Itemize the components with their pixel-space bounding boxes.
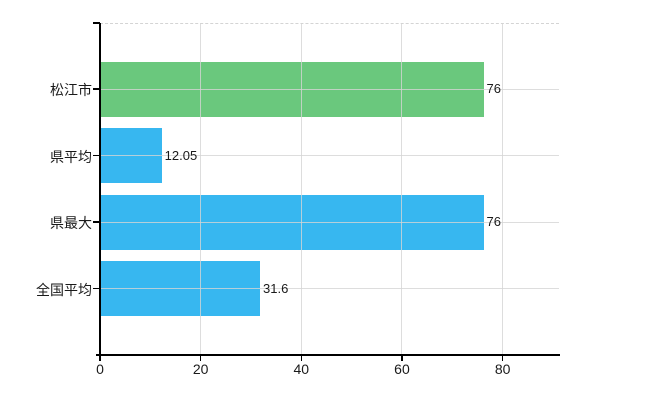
bar-value-label: 12.05 (164, 147, 198, 163)
y-axis-tick (93, 287, 100, 290)
x-axis-tick (99, 356, 101, 361)
horizontal-gridline (100, 88, 559, 90)
x-axis-tick-label: 20 (192, 361, 209, 377)
bar-value-label: 31.6 (263, 280, 289, 296)
x-axis-line (96, 354, 560, 356)
horizontal-gridline (100, 155, 559, 157)
bar-value-label: 76 (486, 214, 501, 230)
category-label: 全国平均 (36, 281, 92, 298)
y-axis-line (99, 23, 101, 356)
vertical-gridline (300, 23, 302, 355)
vertical-gridline (502, 23, 504, 355)
horizontal-gridline (100, 288, 559, 290)
vertical-gridline (200, 23, 202, 355)
vertical-gridline (401, 23, 403, 355)
horizontal-gridline (100, 221, 559, 223)
x-axis-tick-label: 0 (96, 361, 104, 377)
x-axis-tick-label: 40 (293, 361, 310, 377)
top-gridline (100, 23, 559, 24)
category-label: 県最大 (50, 215, 92, 232)
category-label: 松江市 (50, 82, 92, 99)
x-axis-tick (300, 356, 303, 361)
y-axis-tick (93, 221, 100, 223)
category-label: 県平均 (50, 148, 92, 165)
x-axis-tick (501, 356, 504, 361)
y-axis-tick (93, 154, 100, 157)
x-axis-tick-label: 80 (494, 361, 511, 377)
y-axis-top-tick (93, 22, 100, 24)
y-axis-tick (93, 88, 100, 90)
x-axis-tick (199, 356, 202, 361)
bar-value-label: 76 (486, 81, 501, 97)
x-axis-tick-label: 60 (394, 361, 410, 377)
x-axis-tick (401, 356, 403, 361)
